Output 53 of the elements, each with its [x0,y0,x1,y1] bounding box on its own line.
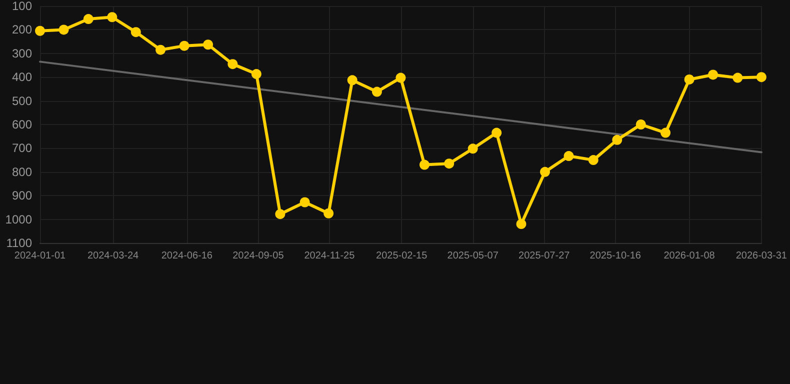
point [396,72,406,83]
y-tick-label: 300 [12,46,32,60]
x-tick-label: 2026-03-31 [736,250,788,262]
x-tick-label: 2024-03-24 [87,250,140,262]
point [107,12,118,22]
y-tick-label: 800 [12,164,32,179]
x-tick-label: 2024-01-01 [14,250,66,262]
point [58,24,69,35]
point [516,219,526,230]
x-tick-label: 2025-05-07 [447,250,499,262]
x-tick-label: 2025-02-15 [376,250,428,262]
y-tick-label: 1000 [5,212,32,226]
x-tick-label: 2026-01-08 [664,250,716,262]
point [251,69,262,80]
point [347,75,358,86]
y-tick-label: 600 [12,118,32,132]
point [130,27,141,38]
y-tick-label: 200 [12,22,32,37]
point [492,128,502,138]
point [203,40,214,50]
y-tick-label: 500 [12,94,32,108]
point [228,59,238,70]
x-tick-label: 2025-07-27 [518,250,570,262]
point [179,40,190,51]
point [324,208,334,218]
x-tick-label: 2024-11-25 [304,250,356,262]
point [300,197,310,208]
point [540,166,550,177]
point [564,151,574,162]
point [468,144,478,154]
point [588,155,598,166]
point [419,160,430,170]
point [660,128,671,138]
point [275,209,286,220]
point [756,72,766,82]
y-tick-label: 900 [12,188,32,203]
point [83,14,94,24]
point [35,26,45,36]
x-tick-label: 2024-09-05 [232,250,284,262]
y-tick-label: 700 [12,141,32,156]
point [732,72,743,83]
point [372,86,382,97]
point [612,134,622,145]
y-tick-label: 100 [12,0,32,13]
point [684,74,694,84]
x-tick-label: 2025-10-16 [590,250,642,262]
y-tick-label: 400 [12,70,32,84]
point [156,44,166,55]
x-tick-label: 2024-06-16 [161,250,213,262]
y-tick-label: 1100 [6,236,32,250]
point [636,120,646,130]
point [708,70,718,80]
point [444,158,454,169]
